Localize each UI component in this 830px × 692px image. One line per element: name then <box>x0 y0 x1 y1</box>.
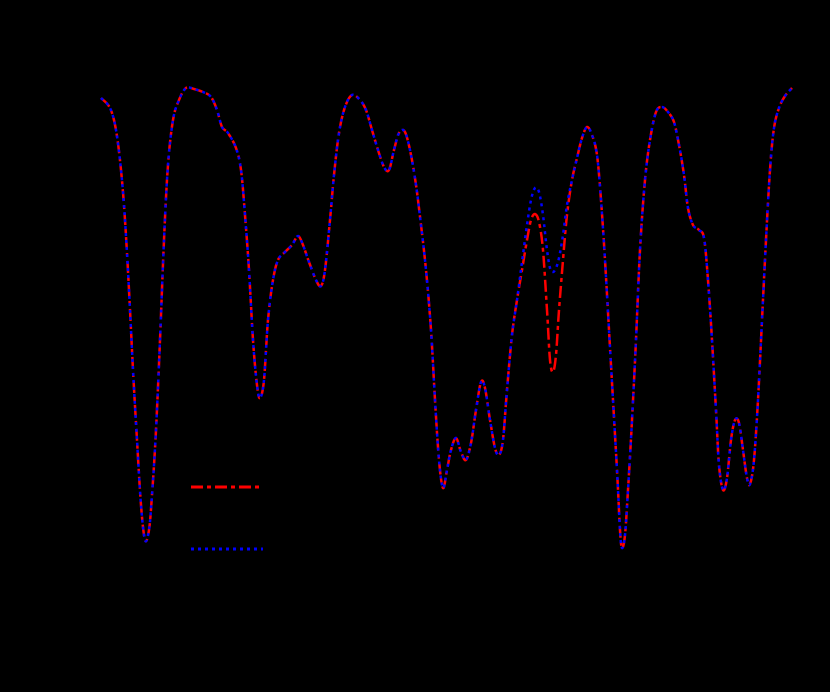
legend <box>191 485 263 551</box>
series-line-blue <box>100 86 793 550</box>
plot-area <box>100 86 793 550</box>
